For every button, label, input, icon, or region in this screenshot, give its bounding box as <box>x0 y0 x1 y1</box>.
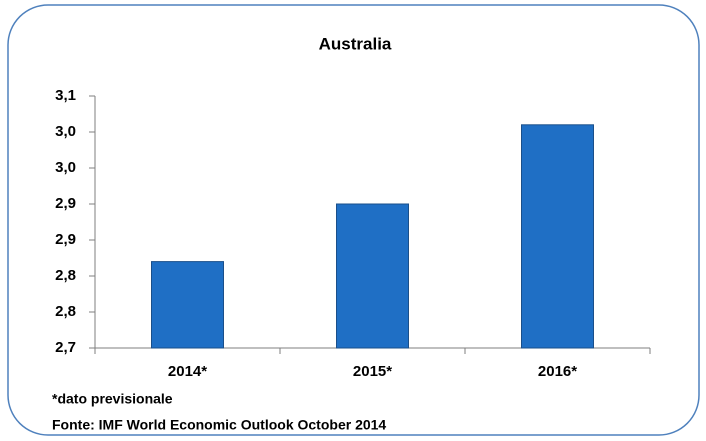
x-tick-label: 2014* <box>168 363 207 380</box>
footnote: *dato previsionale <box>52 391 173 407</box>
y-tick-label: 2,9 <box>55 195 76 212</box>
y-tick-label: 3,0 <box>55 159 76 176</box>
y-tick-label: 2,8 <box>55 303 76 320</box>
y-tick-label: 2,8 <box>55 267 76 284</box>
x-tick-label: 2015* <box>353 363 392 380</box>
bar <box>151 261 224 349</box>
bar <box>521 124 594 349</box>
y-tick-label: 3,1 <box>55 87 76 104</box>
bar <box>336 203 409 349</box>
y-tick-label: 3,0 <box>55 123 76 140</box>
x-tick-label: 2016* <box>538 363 577 380</box>
y-tick-label: 2,7 <box>55 339 76 356</box>
chart-title: Australia <box>319 34 392 53</box>
source: Fonte: IMF World Economic Outlook Octobe… <box>52 417 386 433</box>
y-tick-label: 2,9 <box>55 231 76 248</box>
